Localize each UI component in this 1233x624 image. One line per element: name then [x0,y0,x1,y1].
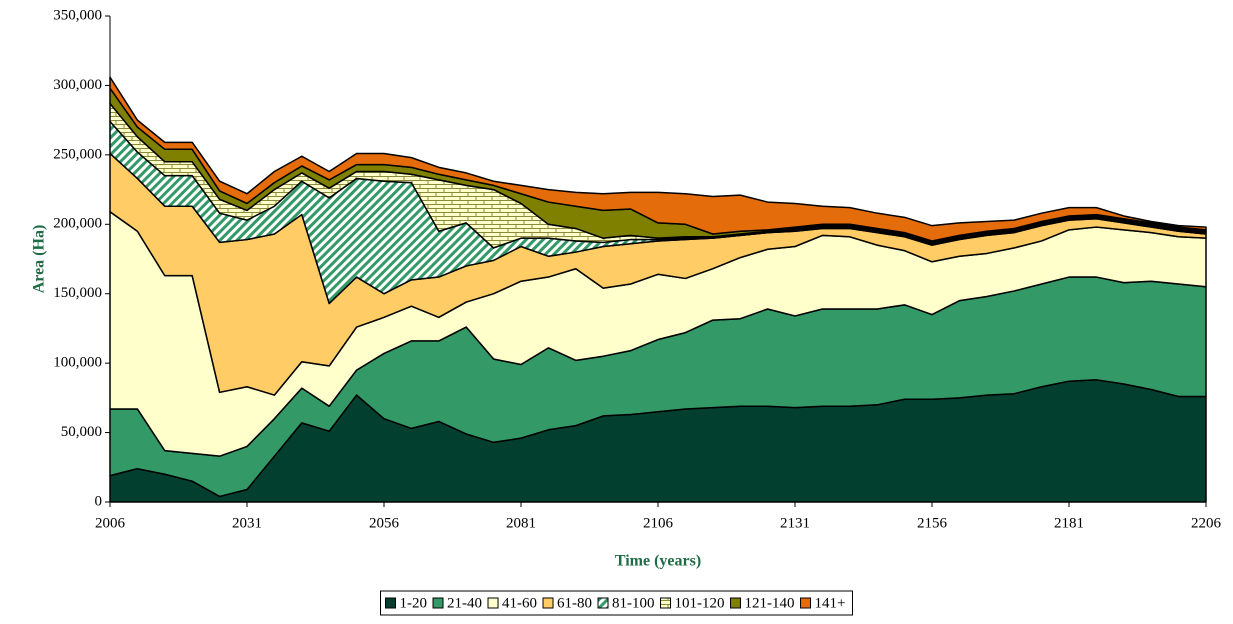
legend-label: 61-80 [557,595,592,611]
y-tick-label: 250,000 [53,146,102,162]
y-tick-label: 300,000 [53,77,102,93]
y-axis-title: Area (Ha) [31,225,48,294]
legend-label: 1-20 [400,595,428,611]
legend-label: 121-140 [745,595,795,611]
legend-swatch [432,597,444,609]
x-tick-label: 2081 [506,515,536,531]
x-tick-label: 2056 [369,515,400,531]
x-tick-label: 2156 [917,515,948,531]
x-axis-title: Time (years) [615,553,701,570]
y-tick-label: 50,000 [61,424,102,440]
legend-label: 21-40 [447,595,482,611]
legend-label: 41-60 [502,595,537,611]
legend-swatch [487,597,499,609]
legend-label: 141+ [815,595,846,611]
x-tick-label: 2131 [780,515,810,531]
area [109,76,1207,242]
y-tick-label: 0 [95,493,103,509]
legend-swatch [385,597,397,609]
legend-label: 81-100 [612,595,655,611]
x-tick-label: 2206 [1191,515,1222,531]
legend-swatch [730,597,742,609]
x-tick-label: 2031 [232,515,262,531]
legend: 1-20 21-40 41-60 61-80 81-100 101-120 121-140 1… [380,590,853,616]
legend-swatch [800,597,812,609]
legend-swatch [597,597,609,609]
legend-box [380,590,853,616]
legend-label: 101-120 [675,595,725,611]
legend-swatch [542,597,554,609]
x-tick-label: 2181 [1054,515,1084,531]
y-tick-label: 350,000 [53,7,102,23]
x-tick-label: 2006 [95,515,126,531]
y-tick-label: 100,000 [53,355,102,371]
x-tick-label: 2106 [643,515,674,531]
y-tick-label: 200,000 [53,216,102,232]
y-tick-label: 150,000 [53,285,102,301]
legend-swatch [660,597,672,609]
